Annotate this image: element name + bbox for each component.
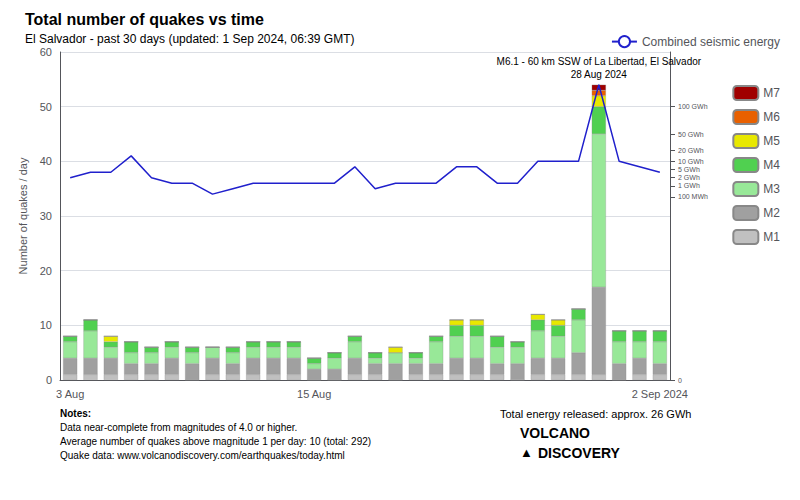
svg-text:50 GWh: 50 GWh (678, 131, 704, 138)
svg-text:20: 20 (40, 265, 52, 277)
svg-text:M6: M6 (763, 110, 780, 124)
svg-text:M4: M4 (763, 158, 780, 172)
svg-text:▲: ▲ (520, 445, 533, 460)
svg-text:2 GWh: 2 GWh (678, 174, 700, 181)
svg-text:M1: M1 (763, 230, 780, 244)
svg-text:Average number of quakes above: Average number of quakes above magnitude… (60, 436, 371, 447)
svg-text:40: 40 (40, 155, 52, 167)
svg-text:20 GWh: 20 GWh (678, 147, 704, 154)
svg-text:1 GWh: 1 GWh (678, 182, 700, 189)
svg-text:0: 0 (678, 377, 682, 384)
svg-text:M2: M2 (763, 206, 780, 220)
svg-text:50: 50 (40, 101, 52, 113)
svg-text:Total number of quakes vs time: Total number of quakes vs time (25, 11, 264, 28)
svg-text:Combined seismic energy: Combined seismic energy (642, 35, 780, 49)
svg-text:M6.1 - 60 km SSW of La Liberta: M6.1 - 60 km SSW of La Libertad, El Salv… (497, 56, 702, 67)
svg-text:Total energy released: approx.: Total energy released: approx. 26 GWh (500, 408, 691, 420)
svg-text:El Salvador - past 30 days (up: El Salvador - past 30 days (updated: 1 S… (25, 32, 355, 46)
svg-text:M3: M3 (763, 182, 780, 196)
svg-text:15 Aug: 15 Aug (297, 388, 331, 400)
svg-text:DISCOVERY: DISCOVERY (538, 445, 621, 461)
svg-text:5 GWh: 5 GWh (678, 166, 700, 173)
svg-text:Quake data: www.volcanodiscove: Quake data: www.volcanodiscovery.com/ear… (60, 450, 345, 461)
svg-text:M7: M7 (763, 86, 780, 100)
svg-text:30: 30 (40, 210, 52, 222)
svg-text:28 Aug 2024: 28 Aug 2024 (571, 69, 628, 80)
svg-text:10: 10 (40, 319, 52, 331)
svg-text:60: 60 (40, 46, 52, 58)
svg-text:3 Aug: 3 Aug (56, 388, 84, 400)
svg-text:VOLCANO: VOLCANO (520, 425, 590, 441)
svg-text:100 GWh: 100 GWh (678, 103, 708, 110)
svg-text:10 GWh: 10 GWh (678, 158, 704, 165)
svg-text:0: 0 (46, 374, 52, 386)
svg-text:Data near-complete from magnit: Data near-complete from magnitudes of 4.… (60, 422, 297, 433)
svg-text:Number of quakes / day: Number of quakes / day (17, 157, 29, 274)
svg-text:M5: M5 (763, 134, 780, 148)
svg-text:2 Sep 2024: 2 Sep 2024 (632, 388, 688, 400)
svg-text:100 MWh: 100 MWh (678, 193, 708, 200)
svg-text:Notes:: Notes: (60, 408, 91, 419)
